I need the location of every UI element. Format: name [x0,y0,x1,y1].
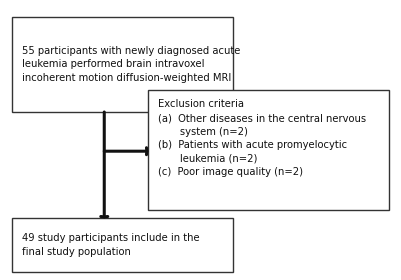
Text: 49 study participants include in the
final study population: 49 study participants include in the fin… [22,233,200,257]
FancyBboxPatch shape [12,218,233,272]
Text: Exclusion criteria
(a)  Other diseases in the central nervous
       system (n=2: Exclusion criteria (a) Other diseases in… [158,99,367,178]
FancyBboxPatch shape [148,90,389,210]
Text: 55 participants with newly diagnosed acute
leukemia performed brain intravoxel
i: 55 participants with newly diagnosed acu… [22,46,241,83]
FancyBboxPatch shape [12,17,233,112]
